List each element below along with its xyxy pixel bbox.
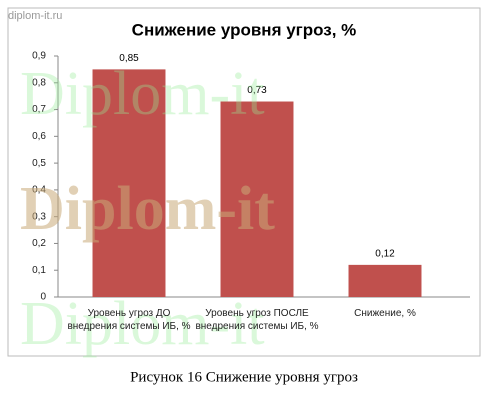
y-tick-label: 0,4 — [32, 185, 46, 196]
value-label: 0,85 — [119, 53, 139, 64]
y-tick-label: 0,3 — [32, 211, 46, 222]
bar — [92, 69, 166, 297]
y-tick-label: 0,8 — [32, 77, 46, 88]
watermark: Diplom-it — [20, 60, 265, 128]
y-tick-label: 0 — [40, 292, 46, 303]
chart-title: Снижение уровня угроз, % — [132, 20, 357, 39]
value-label: 0,73 — [247, 85, 267, 96]
x-tick-label: Уровень угроз ДО внедрения системы ИБ, % — [67, 308, 191, 332]
x-tick-label: Уровень угроз ПОСЛЕ внедрения системы ИБ… — [195, 308, 319, 332]
y-tick-label: 0,6 — [32, 131, 46, 142]
value-label: 0,12 — [375, 249, 395, 260]
y-tick-label: 0,5 — [32, 158, 46, 169]
y-tick-label: 0,1 — [32, 265, 46, 276]
watermark: Diplom-it — [20, 290, 265, 358]
y-tick-label: 0,2 — [32, 238, 46, 249]
site-label: diplom-it.ru — [8, 10, 62, 22]
y-tick-label: 0,7 — [32, 104, 46, 115]
watermark: Diplom-it — [20, 175, 275, 243]
y-tick-label: 0,9 — [32, 51, 46, 62]
bar — [220, 101, 294, 298]
x-tick-label: Снижение, % — [354, 308, 416, 319]
bar — [348, 264, 422, 297]
caption: Рисунок 16 Снижение уровня угроз — [130, 369, 358, 385]
